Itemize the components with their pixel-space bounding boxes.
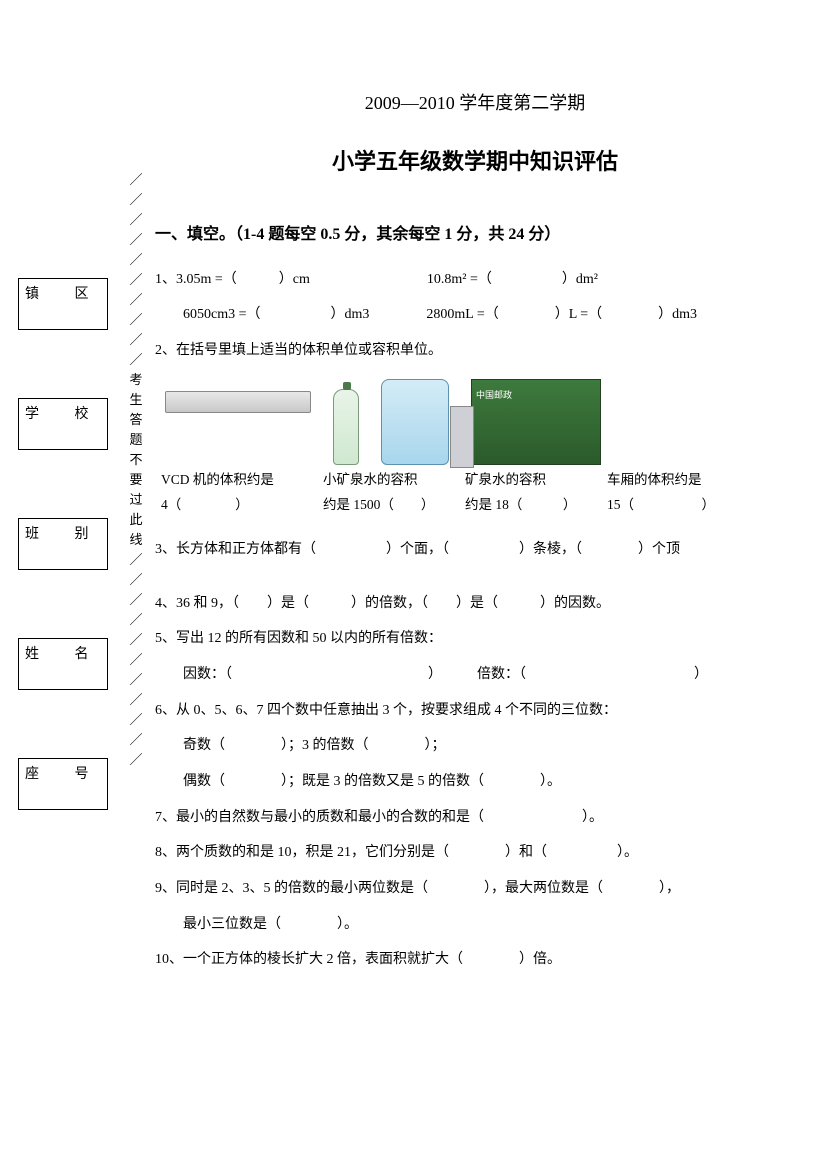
fold-line-char: ／ [128,250,144,270]
fold-line-char: ／ [128,170,144,190]
question-8: 8、两个质数的和是 10，积是 21，它们分别是（ ）和（ ）。 [155,835,795,871]
cap-vcd-line2: 4（ ） [161,492,311,518]
fold-line-char: 考 [128,370,144,390]
question-9-line2: 最小三位数是（ ）。 [155,907,795,943]
unit-images-row: 中国邮政 [165,379,795,465]
question-5-blanks: 因数：（ ） 倍数：（ ） [155,657,795,693]
question-2: 2、在括号里填上适当的体积单位或容积单位。 [155,333,795,369]
question-6-line2: 偶数（ ）；既是 3 的倍数又是 5 的倍数（ ）。 [155,764,795,800]
section-1-heading: 一、填空。（1-4 题每空 0.5 分，其余每空 1 分，共 24 分） [155,214,795,256]
cap-small-bottle-line2: 约是 1500（ ） [323,492,453,518]
district-box[interactable]: 镇 区 [18,278,108,330]
vcd-image [165,391,311,465]
fold-line-column: ／／／／／／／／／／考生答题不要过此线／／／／／／／／／／／ [128,170,144,770]
question-5: 5、写出 12 的所有因数和 50 以内的所有倍数： [155,621,795,657]
exam-page: 镇 区 学 校 班 别 姓 名 座 号 ／／／／／／／／／／考生答题不要过此线／… [0,0,826,1169]
fold-line-char: ／ [128,710,144,730]
fold-line-char: 答 [128,410,144,430]
fold-line-char: ／ [128,350,144,370]
q1-part-b: 10.8m² =（ ）dm² [427,272,598,287]
semester-subtitle: 2009—2010 学年度第二学期 [155,80,795,127]
fold-line-char: ／ [128,550,144,570]
fold-line-char: ／ [128,270,144,290]
question-9: 9、同时是 2、3、5 的倍数的最小两位数是（ ），最大两位数是（ ）， [155,871,795,907]
cap-jug-line2: 约是 18（ ） [465,492,595,518]
fold-line-char: 不 [128,450,144,470]
fold-line-char: ／ [128,750,144,770]
fold-line-char: ／ [128,290,144,310]
q1-part-c: 6050cm3 =（ ）dm3 [183,307,369,322]
question-3: 3、长方体和正方体都有（ ）个面，（ ）条棱，（ ）个顶 [155,532,795,568]
fold-line-char: ／ [128,650,144,670]
fold-line-char: 线 [128,530,144,550]
fold-line-char: ／ [128,190,144,210]
question-6-line1: 奇数（ ）；3 的倍数（ ）； [155,728,795,764]
fold-line-char: ／ [128,670,144,690]
truck-label: 中国邮政 [471,379,601,465]
exam-title: 小学五年级数学期中知识评估 [155,133,795,190]
water-jug-image [381,379,449,465]
fold-line-char: 此 [128,510,144,530]
fold-line-char: ／ [128,570,144,590]
fold-line-char: 过 [128,490,144,510]
fold-line-char: 题 [128,430,144,450]
fold-line-char: ／ [128,230,144,250]
fold-line-char: 要 [128,470,144,490]
fold-line-char: ／ [128,610,144,630]
fold-line-char: ／ [128,330,144,350]
cap-small-bottle-line1: 小矿泉水的容积 [323,467,453,493]
seat-box[interactable]: 座 号 [18,758,108,810]
question-7: 7、最小的自然数与最小的质数和最小的合数的和是（ ）。 [155,800,795,836]
small-bottle-image [333,389,359,465]
cap-truck-line1: 车厢的体积约是 [607,467,757,493]
class-box[interactable]: 班 别 [18,518,108,570]
cap-truck-line2: 15（ ） [607,492,757,518]
fold-line-char: ／ [128,210,144,230]
question-4: 4、36 和 9，（ ）是（ ）的倍数，（ ）是（ ）的因数。 [155,586,795,622]
question-10: 10、一个正方体的棱长扩大 2 倍，表面积就扩大（ ）倍。 [155,942,795,978]
truck-image: 中国邮政 [471,379,601,465]
unit-captions-row: VCD 机的体积约是 4（ ） 小矿泉水的容积 约是 1500（ ） 矿泉水的容… [161,467,795,518]
exam-content: 2009—2010 学年度第二学期 小学五年级数学期中知识评估 一、填空。（1-… [155,80,795,978]
question-1-line2: 6050cm3 =（ ）dm3 2800mL =（ ）L =（ ）dm3 [155,297,795,333]
question-1-line1: 1、3.05m =（ ）cm 10.8m² =（ ）dm² [155,262,795,298]
fold-line-char: ／ [128,590,144,610]
fold-line-char: 生 [128,390,144,410]
fold-line-char: ／ [128,690,144,710]
fold-line-char: ／ [128,630,144,650]
school-box[interactable]: 学 校 [18,398,108,450]
fold-line-char: ／ [128,310,144,330]
q1-part-d: 2800mL =（ ）L =（ ）dm3 [426,307,697,322]
question-6: 6、从 0、5、6、7 四个数中任意抽出 3 个，按要求组成 4 个不同的三位数… [155,693,795,729]
cap-jug-line1: 矿泉水的容积 [465,467,595,493]
fold-line-char: ／ [128,730,144,750]
name-box[interactable]: 姓 名 [18,638,108,690]
q1-part-a: 1、3.05m =（ ）cm [155,272,310,287]
cap-vcd-line1: VCD 机的体积约是 [161,467,311,493]
